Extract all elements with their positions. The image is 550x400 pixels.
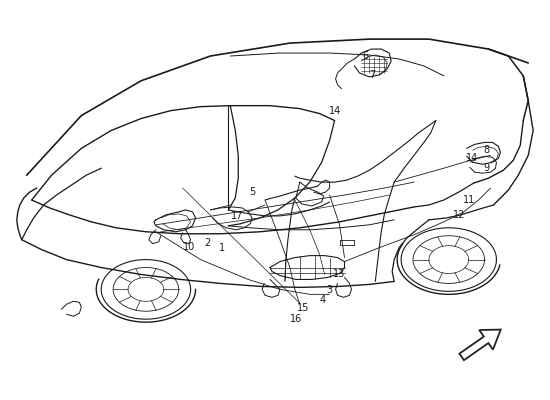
Text: 15: 15 <box>296 303 309 313</box>
Text: 7: 7 <box>369 70 376 80</box>
Text: 12: 12 <box>453 210 465 220</box>
Text: 14: 14 <box>465 153 478 163</box>
Text: 14: 14 <box>328 106 340 116</box>
Text: 10: 10 <box>183 242 195 252</box>
Polygon shape <box>459 330 501 360</box>
Text: 5: 5 <box>249 187 255 197</box>
Text: 16: 16 <box>290 314 302 324</box>
Text: 4: 4 <box>320 295 326 305</box>
Text: 13: 13 <box>333 270 345 280</box>
Text: 3: 3 <box>327 285 333 295</box>
Text: 17: 17 <box>231 211 244 221</box>
Text: 2: 2 <box>205 238 211 248</box>
Text: 11: 11 <box>463 195 475 205</box>
Text: 8: 8 <box>483 145 490 155</box>
Text: 1: 1 <box>219 243 226 253</box>
Text: 9: 9 <box>483 163 490 173</box>
Text: 6: 6 <box>362 51 368 61</box>
